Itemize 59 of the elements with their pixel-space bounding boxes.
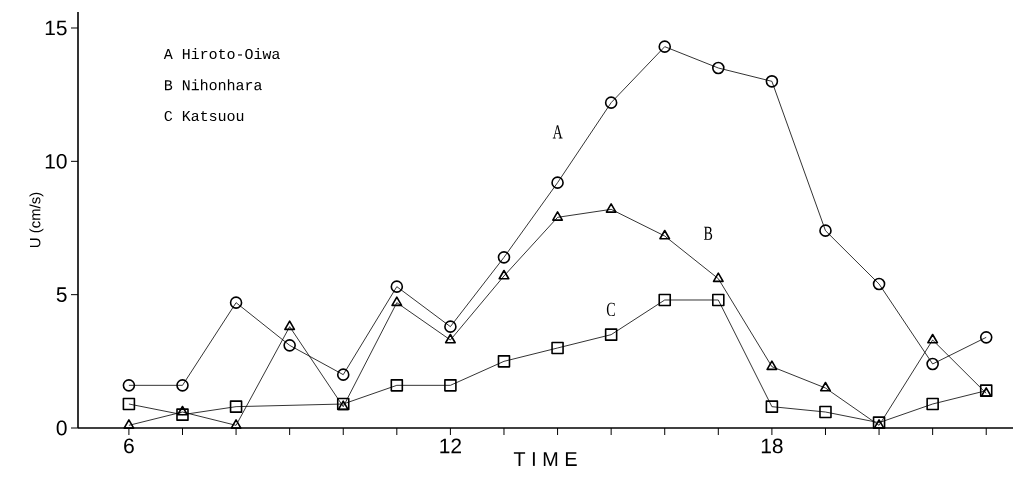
x-tick-label: 6 [124,438,134,454]
point [176,379,189,392]
point [391,296,403,307]
point [229,400,243,413]
point [551,341,564,355]
point [390,379,404,392]
point [497,251,511,264]
annotation: B [703,226,713,240]
point [444,320,457,333]
point [176,408,189,421]
point [122,397,136,411]
annotation: A [552,125,563,139]
point [926,397,939,411]
point [605,203,617,213]
point [230,419,242,429]
y-axis-title: U (cm/s) [29,192,44,248]
annotation: A Hiroto-Oiwa [163,48,280,60]
point [444,379,457,392]
point [123,419,135,429]
x-axis-title: T I M E [513,452,577,466]
point [712,293,725,307]
point [766,360,778,371]
point [659,229,671,240]
point [284,320,296,331]
point [819,224,832,237]
point [229,296,243,309]
point [658,40,672,53]
point [927,333,939,344]
point [497,355,511,368]
point [872,277,886,291]
point [552,211,564,221]
point [765,400,779,413]
y-tick-label: 10 [45,153,67,169]
point [283,339,296,352]
point [551,176,564,189]
point [765,75,779,88]
point [444,333,456,344]
point [712,272,724,283]
y-tick-label: 5 [56,287,67,302]
point [979,331,993,344]
point [658,293,672,307]
point [819,405,832,419]
point [498,269,510,280]
annotation: C Katsuou [164,110,244,122]
x-tick-label: 18 [761,438,783,454]
point [176,405,189,416]
point [336,368,350,381]
point [122,379,136,392]
annotation: C [606,302,615,317]
annotation: B Nihonhara [164,79,262,91]
y-tick-label: 15 [45,20,67,36]
point [819,381,832,392]
y-tick-label: 0 [56,420,67,436]
point [712,61,725,75]
point [604,328,618,341]
x-tick-label: 12 [440,438,461,454]
point [604,96,618,109]
point [926,357,939,371]
point [390,280,404,293]
